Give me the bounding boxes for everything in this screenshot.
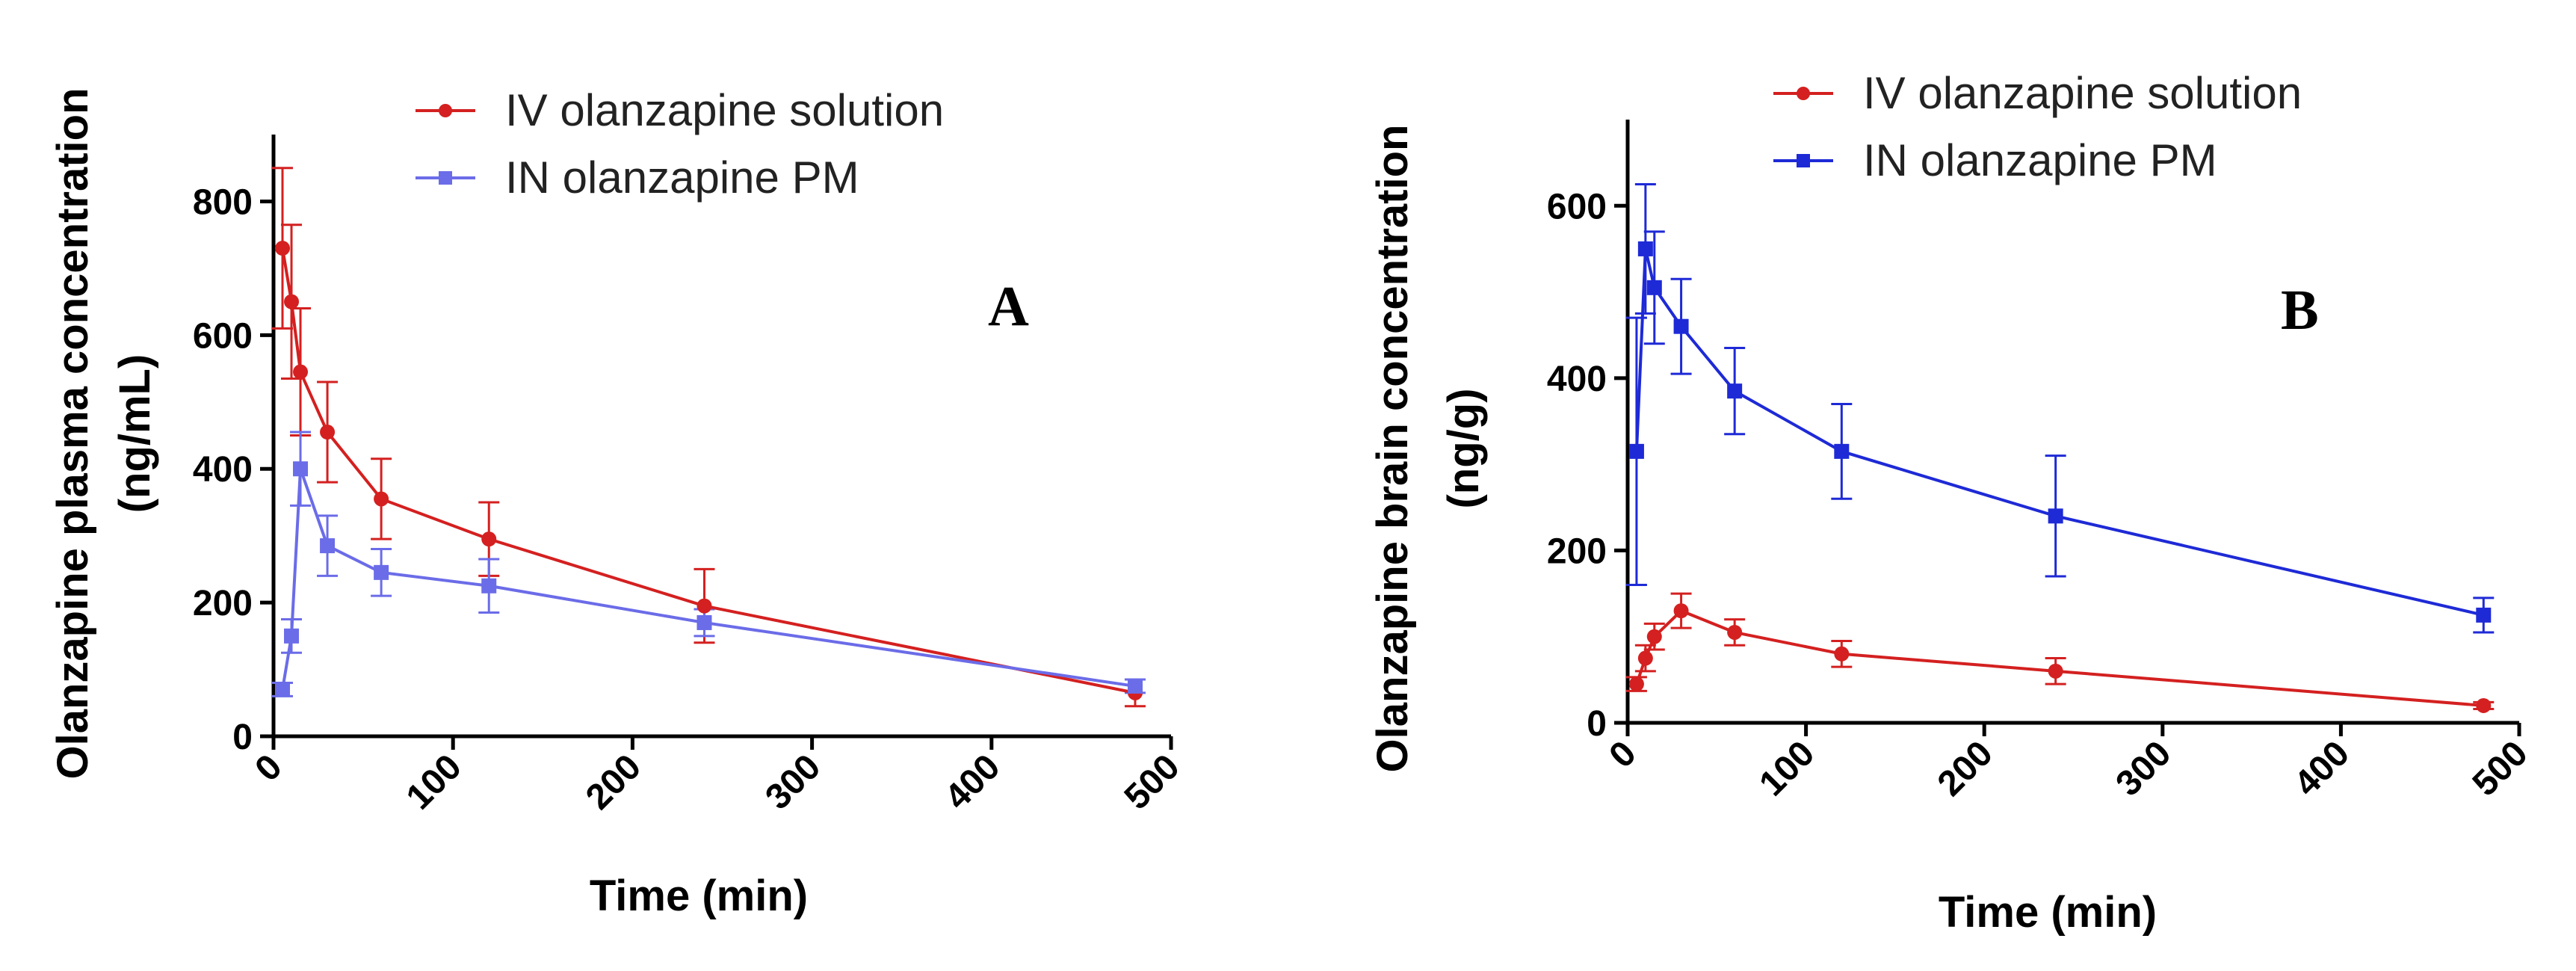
panel-a-legend-label-in: IN olanzapine PM: [505, 152, 859, 203]
panel-b-iv-point-3: [1673, 603, 1689, 619]
panel-a: 0 200 400 600 800 0 100 200 300 400 500 IV olanzap…: [49, 85, 1187, 920]
panel-b-lines: [1634, 248, 2484, 707]
panel-a-iv-point-0: [275, 241, 291, 256]
panel-a-x-tick-label-100: 100: [399, 747, 469, 817]
panel-a-x-axis-title: Time (min): [590, 872, 808, 920]
panel-a-legend: IV olanzapine solution IN olanzapine PM: [416, 85, 944, 203]
panel-a-y-tick-label-200: 200: [193, 584, 253, 623]
panel-a-markers: [275, 241, 1143, 700]
panel-b-iv-point-2: [1646, 629, 1662, 644]
panel-b-x-tick-label-400: 400: [2287, 733, 2357, 804]
panel-a-in-point-6: [696, 614, 712, 630]
panel-a-x-tick-label-400: 400: [937, 747, 1007, 817]
panel-b-in-point-0: [1628, 443, 1644, 459]
panel-a-ticks: 0 200 400 600 800 0 100 200 300 400 500: [193, 182, 1187, 817]
panel-a-in-point-2: [293, 461, 309, 477]
panel-a-in-point-5: [481, 578, 497, 594]
panel-a-iv-point-3: [320, 425, 336, 440]
panel-a-y-tick-label-400: 400: [193, 450, 253, 490]
panel-a-label: A: [988, 275, 1029, 338]
panel-b-markers: [1628, 241, 2492, 713]
panel-b-y-axis-title: Olanzapine brain concentration: [1368, 125, 1417, 773]
panel-b-iv-point-0: [1628, 676, 1644, 692]
panel-b-y-tick-label-400: 400: [1547, 360, 1607, 399]
panel-a-lines: [281, 247, 1136, 694]
panel-b-x-axis-title: Time (min): [1939, 888, 2157, 937]
panel-b-x-tick-label-200: 200: [1930, 733, 2001, 804]
panel-a-iv-point-1: [284, 294, 300, 309]
panel-b-in-point-5: [1834, 443, 1850, 459]
panel-b-iv-point-4: [1727, 624, 1743, 640]
panel-b-x-tick-label-0: 0: [1601, 733, 1643, 775]
panel-a-iv-point-4: [374, 491, 389, 507]
panel-b-x-tick-label-500: 500: [2465, 733, 2536, 804]
panel-b: 0 200 400 600 0 100 200 300 400 500 IV olanzapine…: [1368, 68, 2536, 937]
panel-b-y-tick-label-0: 0: [1587, 704, 1607, 744]
panel-a-in-point-3: [320, 538, 336, 554]
panel-b-in-point-6: [2048, 508, 2063, 524]
panel-b-y-tick-label-600: 600: [1547, 187, 1607, 226]
panel-b-legend: IV olanzapine solution IN olanzapine PM: [1773, 68, 2302, 185]
panel-a-iv-line: [281, 247, 1136, 694]
panel-b-legend-label-iv: IV olanzapine solution: [1863, 68, 2302, 118]
panel-a-legend-label-iv: IV olanzapine solution: [505, 85, 944, 135]
panel-b-x-tick-label-300: 300: [2108, 733, 2178, 804]
panel-b-ticks: 0 200 400 600 0 100 200 300 400 500: [1547, 187, 2536, 804]
panel-a-x-tick-label-500: 500: [1117, 747, 1187, 817]
panel-a-iv-point-2: [293, 364, 309, 380]
panel-b-y-axis-subtitle: (ng/g): [1439, 388, 1488, 508]
panel-a-in-point-4: [374, 564, 389, 580]
panel-a-y-axis-subtitle: (ng/mL): [111, 354, 159, 514]
panel-a-x-tick-label-300: 300: [758, 747, 828, 817]
panel-a-legend-marker-in: [439, 171, 452, 185]
panel-b-in-line: [1634, 248, 2484, 617]
panel-b-error-bars: [1625, 182, 2495, 711]
panel-b-x-tick-label-100: 100: [1752, 733, 1822, 804]
panel-b-in-point-3: [1673, 318, 1689, 334]
panel-a-in-line: [281, 468, 1136, 690]
panel-b-in-point-7: [2476, 607, 2492, 623]
panel-b-iv-point-6: [2048, 663, 2063, 679]
panel-b-in-point-2: [1646, 280, 1662, 295]
panel-a-x-tick-label-200: 200: [578, 747, 649, 817]
panel-b-iv-point-5: [1834, 646, 1850, 662]
panel-a-iv-point-6: [696, 598, 712, 614]
panel-a-x-tick-label-0: 0: [247, 747, 289, 789]
panel-a-y-tick-label-0: 0: [232, 718, 253, 757]
panel-b-legend-marker-in: [1797, 154, 1810, 167]
panel-a-y-tick-label-800: 800: [193, 182, 253, 222]
panel-a-in-point-1: [284, 628, 300, 644]
panel-a-in-point-0: [275, 682, 291, 697]
panel-b-legend-label-in: IN olanzapine PM: [1863, 135, 2217, 185]
panel-a-y-axis-title: Olanzapine plasma concentration: [49, 88, 97, 780]
panel-b-iv-point-1: [1637, 650, 1653, 666]
panel-a-y-tick-label-600: 600: [193, 316, 253, 356]
panel-a-legend-marker-iv: [439, 104, 452, 117]
panel-b-label: B: [2281, 279, 2319, 342]
panel-b-legend-marker-iv: [1797, 87, 1810, 100]
panel-b-iv-point-7: [2476, 697, 2492, 713]
panel-a-iv-point-5: [481, 531, 497, 547]
panel-b-y-tick-label-200: 200: [1547, 531, 1607, 571]
panel-a-in-point-7: [1127, 678, 1143, 694]
panel-b-in-point-1: [1637, 241, 1653, 256]
panel-b-in-point-4: [1727, 383, 1743, 399]
